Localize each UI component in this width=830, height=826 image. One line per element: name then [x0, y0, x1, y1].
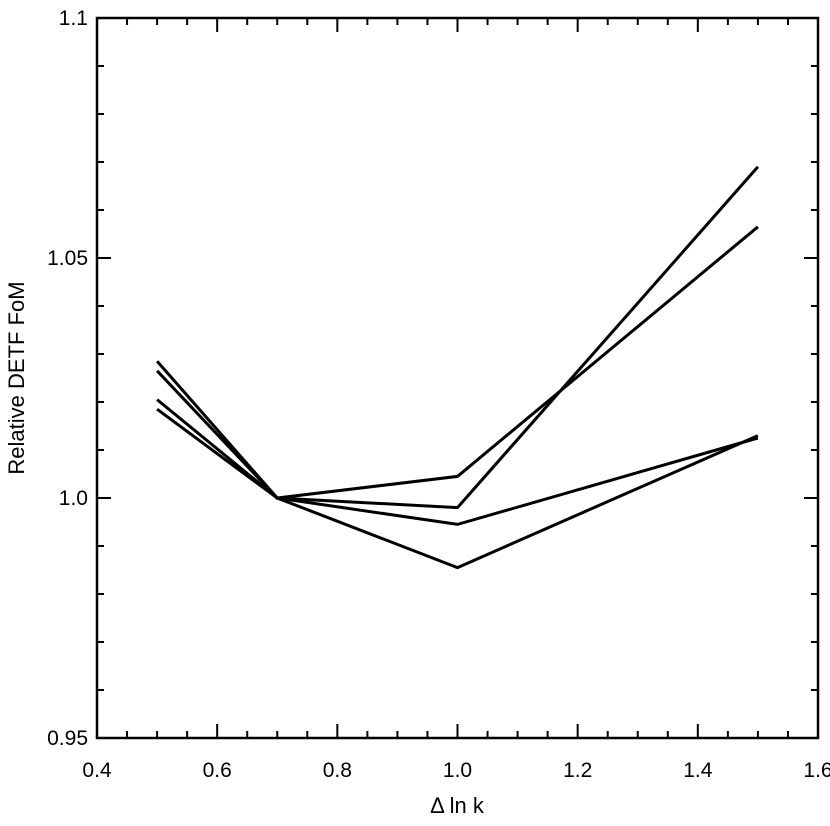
x-axis-title: Δ ln k: [430, 793, 485, 818]
series-line-4: [156, 407, 759, 526]
series-line-1: [155, 165, 760, 510]
series-line-3: [156, 398, 759, 570]
y-tick-label: 1.1: [59, 7, 88, 30]
x-tick-label: 1.2: [563, 759, 592, 782]
x-tick-label: 0.6: [203, 759, 232, 782]
y-tick-label: 0.95: [47, 727, 88, 750]
ticks: [96, 17, 819, 739]
x-tick-label: 0.4: [82, 759, 112, 782]
x-tick-label: 1.0: [443, 759, 472, 782]
x-tick-label: 1.4: [683, 759, 713, 782]
series-lines: [155, 165, 760, 570]
tick-labels: 0.4 0.6 0.8 1.0 1.2 1.4 1.6 0.95 1.0 1.05 1.1: [47, 7, 830, 782]
series-line-2: [156, 225, 759, 500]
plot-frame: [95, 16, 820, 740]
y-axis-title: Relative DETF FoM: [4, 281, 29, 474]
x-tick-label: 1.6: [803, 759, 830, 782]
x-tick-label: 0.8: [323, 759, 352, 782]
y-tick-label: 1.0: [59, 487, 88, 510]
y-tick-label: 1.05: [47, 247, 88, 270]
